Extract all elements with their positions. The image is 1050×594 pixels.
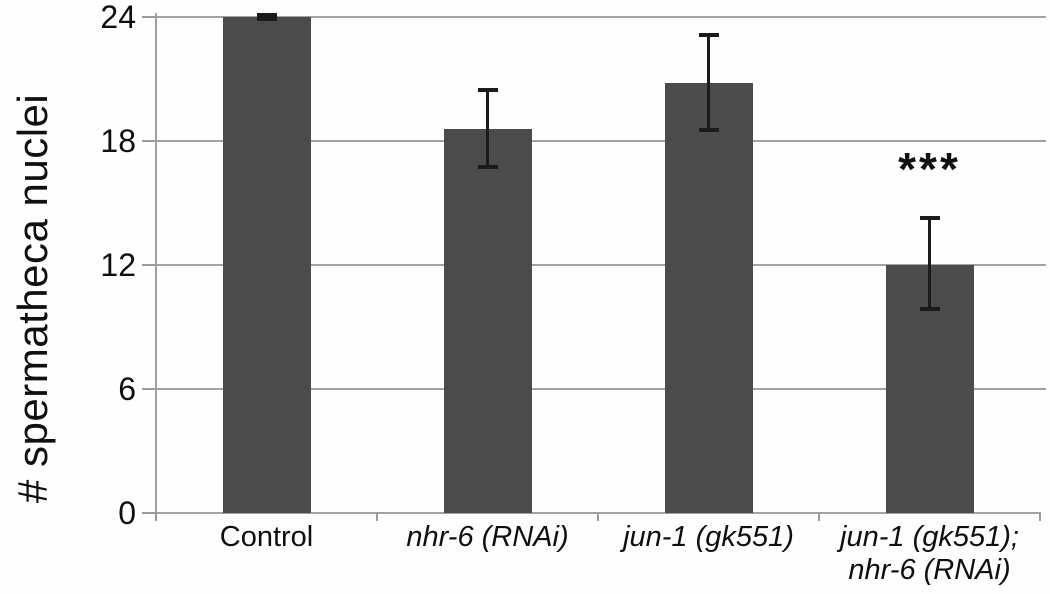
x-axis-label: jun-1 (gk551) (623, 521, 794, 553)
error-bar-cap-top (919, 216, 940, 221)
significance-annotation: *** (898, 142, 961, 195)
bar (443, 128, 532, 513)
y-axis-tick (142, 16, 156, 18)
error-bar-stem (928, 217, 931, 311)
error-bar-stem (265, 13, 268, 21)
y-tick-label: 6 (118, 371, 136, 407)
gridline (156, 264, 1046, 266)
y-axis-line (155, 13, 157, 515)
y-axis-tick (142, 140, 156, 142)
x-axis-tick (1039, 513, 1041, 521)
error-bar-cap-bottom (919, 307, 940, 312)
y-axis-tick (142, 512, 156, 514)
x-axis-label: nhr-6 (RNAi) (848, 554, 1011, 586)
gridline (156, 16, 1046, 18)
bar (222, 17, 311, 513)
y-tick-label: 12 (100, 247, 136, 283)
y-tick-label: 18 (100, 123, 136, 159)
error-bar-cap-top (477, 88, 498, 93)
y-axis-tick (142, 264, 156, 266)
x-axis-label: nhr-6 (RNAi) (406, 521, 569, 553)
gridline (156, 388, 1046, 390)
error-bar-cap-top (698, 32, 719, 37)
error-bar-cap-top (256, 12, 277, 17)
error-bar-stem (486, 89, 489, 168)
y-tick-label: 24 (100, 0, 136, 35)
bar (664, 83, 753, 513)
gridline (156, 140, 1046, 142)
x-axis-tick (818, 513, 820, 521)
error-bar-cap-bottom (477, 164, 498, 169)
error-bar-cap-bottom (698, 127, 719, 132)
x-axis-label: jun-1 (gk551); (840, 521, 1019, 553)
y-tick-label: 0 (118, 495, 136, 531)
error-bar-cap-bottom (256, 17, 277, 22)
y-axis-tick (142, 388, 156, 390)
x-axis-tick (597, 513, 599, 521)
error-bar-stem (707, 33, 710, 131)
x-axis-tick (376, 513, 378, 521)
x-axis-label: Control (219, 521, 314, 553)
x-axis-tick (155, 513, 157, 521)
